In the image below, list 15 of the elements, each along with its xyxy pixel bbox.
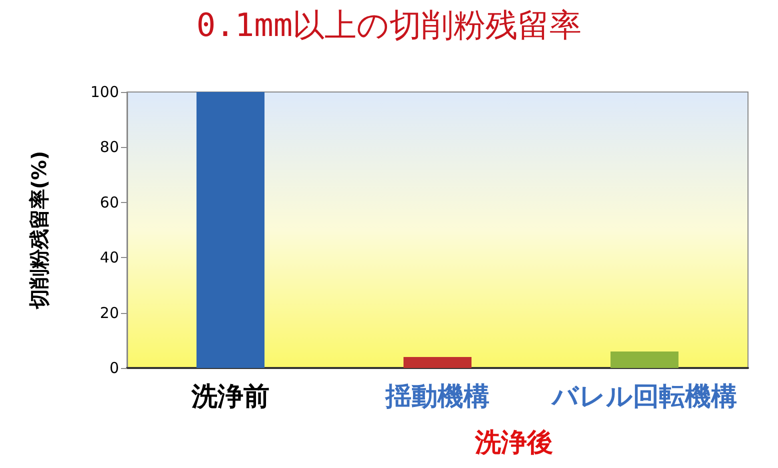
y-tick-label: 20 — [100, 304, 119, 322]
x-tick-label: 洗浄前 — [190, 382, 270, 412]
y-tick-label: 60 — [100, 193, 119, 212]
x-tick-label: バレル回転機構 — [550, 382, 737, 412]
bar — [610, 351, 678, 368]
y-tick-label: 80 — [100, 138, 119, 156]
x-tick-label: 揺動機構 — [384, 382, 490, 412]
text: 洗浄後 — [474, 428, 553, 458]
bar — [404, 356, 472, 368]
y-tick-label: 100 — [90, 83, 119, 101]
bar — [196, 92, 264, 368]
y-tick-label: 40 — [100, 248, 119, 267]
y-axis-title: 切削粉残留率(%) — [27, 150, 51, 310]
y-tick-label: 0 — [109, 359, 119, 377]
chart-title: 0.1mm以上の切削粉残留率 — [196, 6, 582, 44]
